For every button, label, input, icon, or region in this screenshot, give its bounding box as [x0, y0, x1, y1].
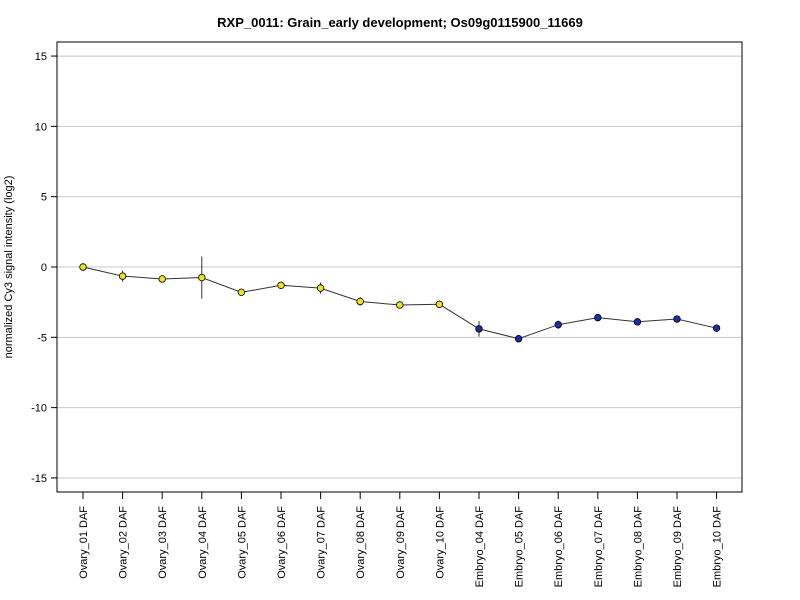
data-point — [554, 320, 562, 329]
grid-lines — [57, 55, 742, 479]
data-point — [118, 272, 127, 280]
x-tick-label: Ovary_06 DAF — [276, 506, 288, 579]
x-tick-label: Embryo_10 DAF — [712, 506, 724, 588]
x-tick-label: Ovary_03 DAF — [157, 506, 169, 579]
y-tick-label: -15 — [31, 473, 47, 485]
data-point — [198, 273, 206, 282]
y-tick-label: 15 — [35, 51, 47, 63]
data-point — [633, 318, 642, 326]
x-tick-label: Ovary_02 DAF — [118, 506, 130, 579]
x-tick-label: Embryo_06 DAF — [553, 506, 565, 588]
y-axis: -15 -10 -5 0 5 10 15 — [31, 51, 57, 485]
x-tick-label: Ovary_10 DAF — [434, 506, 446, 579]
data-point — [316, 284, 325, 292]
data-point — [514, 335, 523, 343]
data-point — [475, 325, 483, 333]
data-series — [79, 256, 721, 343]
x-tick-label: Ovary_05 DAF — [236, 506, 248, 579]
y-tick-label: 10 — [35, 121, 47, 133]
x-tick-label: Ovary_01 DAF — [78, 506, 90, 579]
x-tick-label: Embryo_08 DAF — [632, 506, 644, 588]
x-tick-label: Embryo_05 DAF — [514, 506, 526, 588]
data-point — [277, 281, 285, 289]
x-tick-label: Ovary_08 DAF — [355, 506, 367, 579]
data-point — [237, 288, 246, 297]
x-tick-label: Embryo_09 DAF — [672, 506, 684, 588]
y-tick-label: -5 — [37, 332, 47, 344]
data-point — [396, 301, 404, 309]
y-tick-label: 5 — [41, 192, 47, 204]
x-tick-label: Ovary_04 DAF — [197, 506, 209, 579]
y-tick-label: 0 — [41, 262, 47, 274]
data-point — [356, 297, 364, 306]
data-point — [435, 300, 444, 308]
x-tick-label: Embryo_07 DAF — [593, 506, 605, 588]
x-tick-label: Ovary_07 DAF — [316, 506, 328, 579]
data-point — [594, 313, 602, 322]
y-axis-label: normalized Cy3 signal intensity (log2) — [3, 176, 15, 359]
x-axis: Ovary_01 DAF Ovary_02 DAF Ovary_03 DAF Ovar… — [78, 491, 724, 588]
data-point — [712, 324, 721, 332]
x-tick-label: Ovary_09 DAF — [395, 506, 407, 579]
data-point — [79, 263, 87, 271]
chart-title: RXP_0011: Grain_early development; Os09g… — [217, 15, 583, 30]
y-tick-label: -10 — [31, 403, 47, 415]
data-point — [673, 315, 681, 323]
data-point — [158, 275, 166, 283]
x-tick-label: Embryo_04 DAF — [474, 506, 486, 588]
